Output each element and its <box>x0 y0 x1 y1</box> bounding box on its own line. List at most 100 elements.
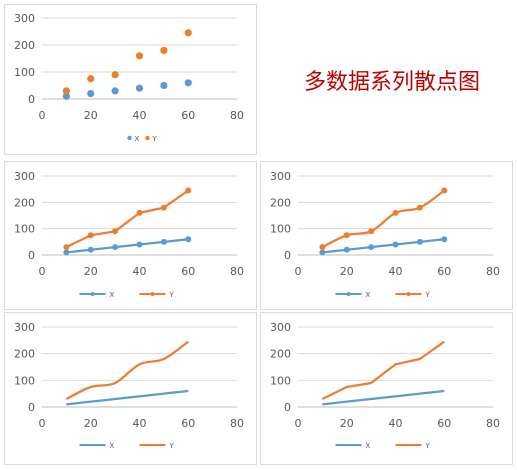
x-tick-label: 80 <box>486 265 500 278</box>
y-tick-label: 0 <box>284 249 291 262</box>
x-tick-label: 60 <box>181 109 195 122</box>
y-tick-label: 100 <box>14 374 35 387</box>
y-tick-label: 100 <box>270 374 291 387</box>
data-point-Y <box>111 71 119 79</box>
legend-label-X: X <box>135 135 140 143</box>
y-tick-label: 0 <box>28 249 35 262</box>
series-line-X <box>322 389 445 406</box>
x-tick-label: 40 <box>133 417 147 430</box>
chart-svg: 0 100 200 300 0 20 40 60 80 X Y <box>270 170 500 299</box>
x-tick-label: 80 <box>486 417 500 430</box>
chart-svg: 0 100 200 300 0 20 40 60 80 X Y <box>14 12 244 143</box>
data-point-Y <box>160 46 168 55</box>
series-line-X <box>322 238 445 254</box>
legend-label-Y: Y <box>425 442 431 450</box>
x-tick-label: 80 <box>230 417 244 430</box>
y-tick-label: 200 <box>270 196 291 209</box>
x-tick-label: 0 <box>295 265 302 278</box>
x-tick-label: 20 <box>340 417 354 430</box>
data-point-Y <box>319 244 326 251</box>
data-point-X <box>441 236 448 243</box>
legend-label-Y: Y <box>425 291 431 299</box>
data-point-Y <box>160 204 167 211</box>
legend-marker-X <box>127 135 132 141</box>
data-point-Y <box>343 232 350 239</box>
series-line-X <box>66 389 189 406</box>
chart-svg: 0 100 200 300 0 20 40 60 80 X Y <box>270 321 500 450</box>
legend-label-X: X <box>366 442 371 450</box>
x-tick-label: 40 <box>133 265 147 278</box>
series-line-Y <box>65 340 189 401</box>
data-point-Y <box>136 209 143 216</box>
legend-marker-X <box>346 292 351 296</box>
y-tick-label: 100 <box>14 66 35 79</box>
chart-panel-straight-lines: 0 100 200 300 0 20 40 60 80 X Y <box>260 312 513 465</box>
y-tick-label: 100 <box>14 223 35 236</box>
y-tick-label: 100 <box>270 223 291 236</box>
legend-label-Y: Y <box>152 135 158 143</box>
series-line-Y <box>321 340 445 401</box>
legend-label-Y: Y <box>169 442 175 450</box>
data-point-Y <box>112 228 119 235</box>
data-point-X <box>319 249 326 256</box>
data-point-X <box>185 236 192 243</box>
legend-marker-Y <box>150 292 155 296</box>
x-tick-label: 20 <box>84 265 98 278</box>
x-tick-label: 60 <box>437 265 451 278</box>
x-tick-label: 80 <box>230 109 244 122</box>
x-tick-label: 60 <box>181 417 195 430</box>
data-point-X <box>160 81 168 90</box>
x-tick-label: 20 <box>340 265 354 278</box>
y-tick-label: 200 <box>14 39 35 52</box>
chart-panel-scatter-markers: 0 100 200 300 0 20 40 60 80 X Y <box>4 4 257 155</box>
data-point-Y <box>368 228 375 235</box>
legend-label-Y: Y <box>169 291 175 299</box>
chart-svg: 0 100 200 300 0 20 40 60 80 X Y <box>14 321 244 450</box>
data-point-Y <box>184 29 192 37</box>
chart-panel-smooth-lines-markers: 0 100 200 300 0 20 40 60 80 X Y <box>260 161 513 310</box>
y-tick-label: 300 <box>14 170 35 183</box>
data-point-X <box>416 238 423 245</box>
x-tick-label: 0 <box>39 109 46 122</box>
data-point-X <box>368 244 375 251</box>
data-point-Y <box>63 244 70 251</box>
data-point-X <box>111 87 119 95</box>
x-tick-label: 0 <box>39 265 46 278</box>
chart-panel-straight-lines-markers: 0 100 200 300 0 20 40 60 80 X Y <box>4 161 257 310</box>
data-point-Y <box>392 209 399 216</box>
series-line-X <box>66 238 189 254</box>
data-point-X <box>392 241 399 248</box>
y-tick-label: 200 <box>14 348 35 361</box>
legend-label-X: X <box>366 291 371 299</box>
y-tick-label: 300 <box>270 170 291 183</box>
x-tick-label: 20 <box>84 417 98 430</box>
data-point-Y <box>62 87 70 95</box>
y-tick-label: 200 <box>270 348 291 361</box>
chart-caption: 多数据系列散点图 <box>304 70 481 95</box>
data-point-Y <box>87 75 95 83</box>
data-point-Y <box>416 204 423 211</box>
y-tick-label: 300 <box>270 321 291 334</box>
x-tick-label: 0 <box>39 417 46 430</box>
data-point-Y <box>185 187 192 194</box>
legend-label-X: X <box>110 291 115 299</box>
legend-marker-X <box>90 292 95 296</box>
series-line-Y <box>321 189 445 249</box>
x-tick-label: 80 <box>230 265 244 278</box>
x-tick-label: 60 <box>437 417 451 430</box>
x-tick-label: 40 <box>389 417 403 430</box>
y-tick-label: 0 <box>284 401 291 414</box>
x-tick-label: 40 <box>389 265 403 278</box>
data-point-Y <box>441 187 448 194</box>
y-tick-label: 300 <box>14 321 35 334</box>
y-tick-label: 0 <box>28 401 35 414</box>
data-point-X <box>135 84 144 92</box>
data-point-X <box>62 92 70 100</box>
y-tick-label: 200 <box>14 196 35 209</box>
data-point-X <box>112 244 119 251</box>
data-point-X <box>184 79 192 87</box>
data-point-Y <box>135 52 144 60</box>
chart-svg: 0 100 200 300 0 20 40 60 80 X Y <box>14 170 244 299</box>
data-point-X <box>63 249 70 256</box>
data-point-Y <box>87 232 94 239</box>
